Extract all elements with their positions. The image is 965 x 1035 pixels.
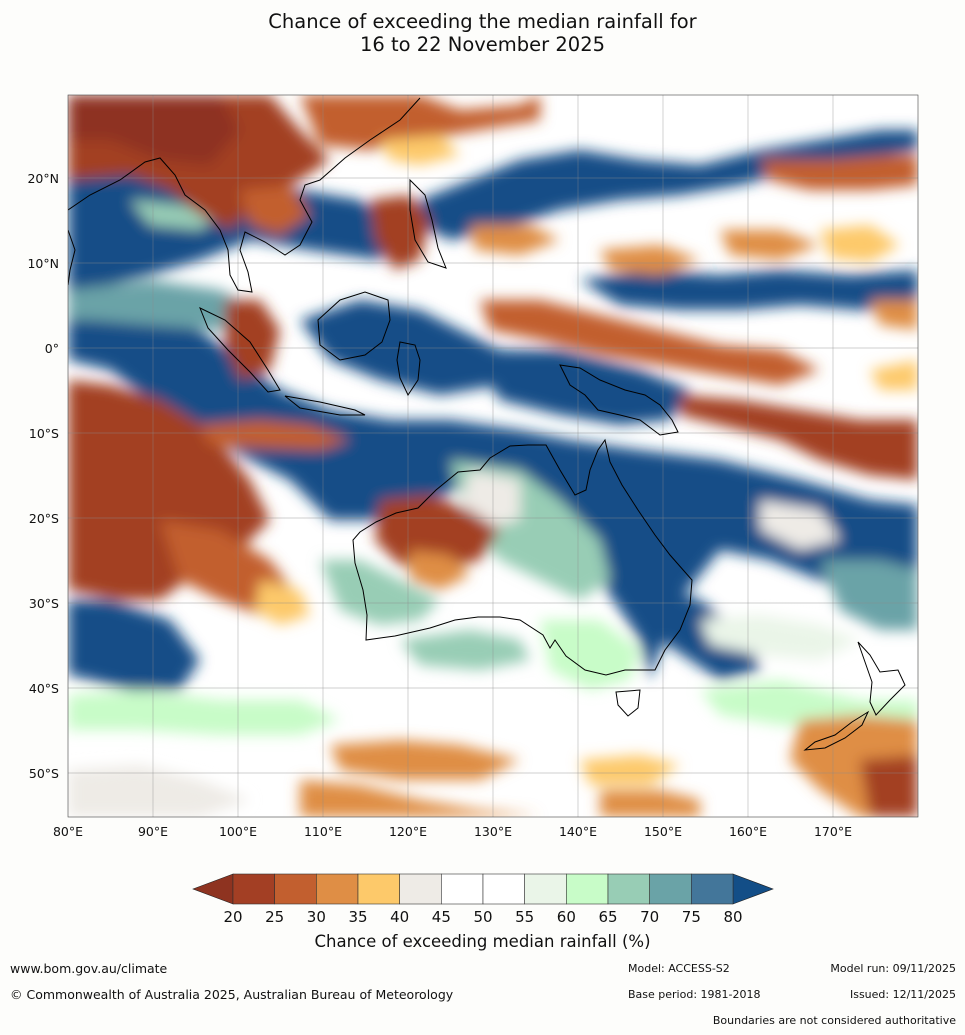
base-period: Base period: 1981-2018 bbox=[628, 988, 761, 1001]
new-guinea-coastline bbox=[559, 364, 679, 436]
colorbar-swatch bbox=[566, 873, 609, 905]
website-link[interactable]: www.bom.gov.au/climate bbox=[10, 961, 168, 976]
lon-label: 170°E bbox=[814, 824, 852, 839]
new-zealand-north-coastline bbox=[857, 641, 906, 716]
lon-label: 90°E bbox=[138, 824, 168, 839]
lat-label: 10°S bbox=[29, 426, 59, 441]
model-run-date: Model run: 09/11/2025 bbox=[830, 962, 956, 975]
lon-label: 100°E bbox=[219, 824, 257, 839]
colorbar-over-arrow bbox=[732, 873, 774, 905]
lat-label: 50°S bbox=[29, 766, 59, 781]
colorbar-swatch bbox=[274, 873, 317, 905]
sulawesi-coastline bbox=[396, 341, 421, 397]
colorbar-tick-label: 75 bbox=[682, 908, 701, 926]
philippines-coastline bbox=[409, 178, 447, 269]
lat-label: 20°S bbox=[29, 511, 59, 526]
colorbar-tick-label: 40 bbox=[390, 908, 409, 926]
sumatra-coastline bbox=[199, 306, 281, 393]
colorbar-tick-label: 30 bbox=[307, 908, 326, 926]
colorbar-swatch bbox=[482, 873, 525, 905]
map-title: Chance of exceeding the median rainfall … bbox=[0, 10, 965, 56]
colorbar-tick-label: 50 bbox=[473, 908, 492, 926]
lat-label: 10°N bbox=[27, 256, 59, 271]
lat-label: 30°S bbox=[29, 596, 59, 611]
borneo-coastline bbox=[317, 291, 391, 361]
colorbar-swatch bbox=[357, 873, 400, 905]
colorbar-label: Chance of exceeding median rainfall (%) bbox=[314, 932, 651, 951]
coastlines bbox=[68, 97, 906, 751]
colorbar-swatch bbox=[691, 873, 734, 905]
map-title-line-1: Chance of exceeding the median rainfall … bbox=[268, 10, 697, 33]
colorbar-swatch bbox=[524, 873, 567, 905]
colorbar-swatch bbox=[441, 873, 484, 905]
boundaries-note: Boundaries are not considered authoritat… bbox=[712, 1014, 956, 1027]
java-coastline bbox=[284, 395, 366, 416]
lon-label: 120°E bbox=[389, 824, 427, 839]
lon-label: 150°E bbox=[644, 824, 682, 839]
gridlines bbox=[68, 95, 918, 817]
colorbar-tick-label: 60 bbox=[557, 908, 576, 926]
colorbar-tick-label: 70 bbox=[640, 908, 659, 926]
lat-label: 20°N bbox=[27, 171, 59, 186]
colorbar-tick-label: 45 bbox=[432, 908, 451, 926]
colorbar-swatch bbox=[607, 873, 650, 905]
colorbar-tick-label: 55 bbox=[515, 908, 534, 926]
lon-label: 140°E bbox=[559, 824, 597, 839]
lon-label: 130°E bbox=[474, 824, 512, 839]
australia-coastline bbox=[352, 438, 693, 676]
map-frame bbox=[67, 94, 919, 818]
colorbar-tick-label: 20 bbox=[223, 908, 242, 926]
colorbar-under-arrow bbox=[192, 873, 234, 905]
asia-coastline bbox=[68, 97, 421, 293]
colorbar-tick-label: 35 bbox=[348, 908, 367, 926]
copyright-text: © Commonwealth of Australia 2025, Austra… bbox=[10, 987, 454, 1002]
india-coastline bbox=[68, 229, 76, 286]
lon-label: 110°E bbox=[304, 824, 342, 839]
lat-label: 0° bbox=[45, 341, 59, 356]
colorbar-swatch bbox=[399, 873, 442, 905]
colorbar-swatch bbox=[649, 873, 692, 905]
colorbar-swatch bbox=[316, 873, 359, 905]
colorbar-swatch bbox=[232, 873, 275, 905]
lat-label: 40°S bbox=[29, 681, 59, 696]
colorbar-tick-label: 65 bbox=[598, 908, 617, 926]
tasmania-coastline bbox=[615, 689, 641, 717]
latitude-labels: 20°N 10°N 0° 10°S 20°S 30°S 40°S 50°S bbox=[27, 171, 59, 781]
lon-label: 160°E bbox=[729, 824, 767, 839]
issued-date: Issued: 12/11/2025 bbox=[849, 988, 956, 1001]
map-title-line-2: 16 to 22 November 2025 bbox=[359, 33, 606, 56]
longitude-labels: 80°E 90°E 100°E 110°E 120°E 130°E 140°E … bbox=[53, 824, 852, 839]
model-name: Model: ACCESS-S2 bbox=[628, 962, 730, 975]
colorbar: 20 25 30 35 40 45 50 55 60 65 70 75 80 bbox=[192, 873, 774, 926]
lon-label: 80°E bbox=[53, 824, 83, 839]
new-zealand-south-coastline bbox=[803, 710, 870, 751]
colorbar-tick-label: 25 bbox=[265, 908, 284, 926]
colorbar-tick-label: 80 bbox=[723, 908, 742, 926]
